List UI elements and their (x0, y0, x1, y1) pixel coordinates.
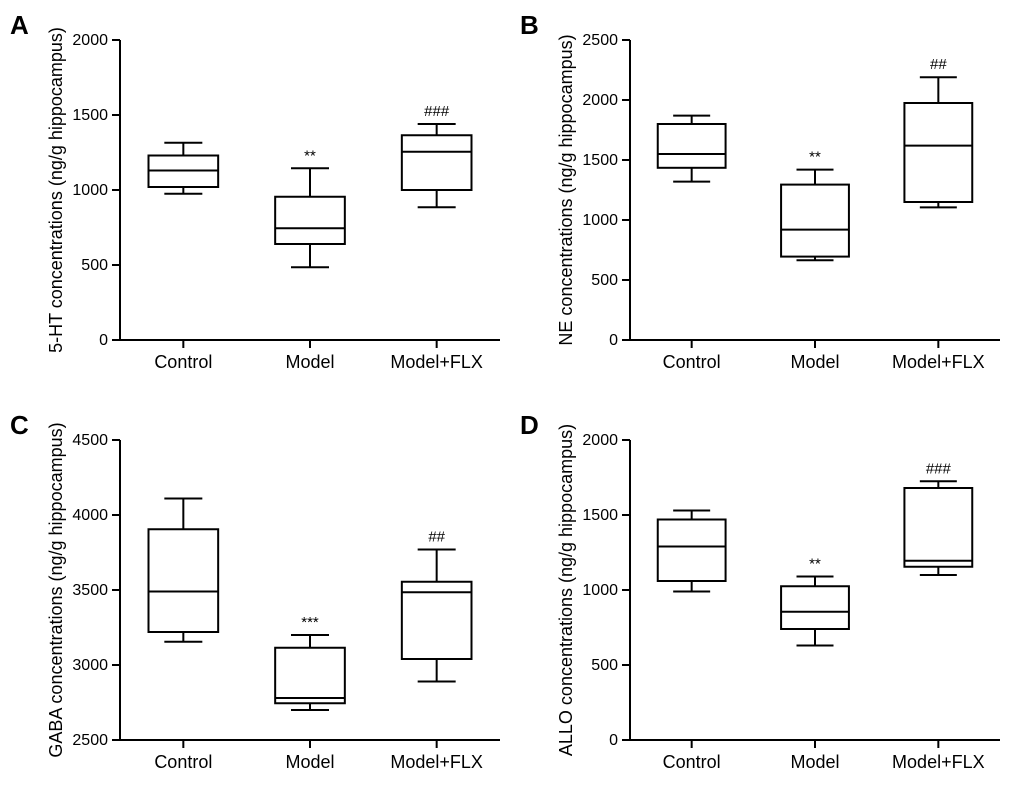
box (402, 582, 472, 659)
y-axis-title: NE concentrations (ng/g hippocampus) (556, 34, 576, 345)
y-tick-label: 1500 (72, 107, 108, 124)
x-category-label: Model+FLX (390, 352, 483, 372)
x-category-label: Model (790, 752, 839, 772)
y-tick-label: 3000 (72, 657, 108, 674)
figure-root: A 0 500 1000 1500 2000 5-HT concentrations (ng… (0, 0, 1020, 805)
x-category-label: Control (663, 752, 721, 772)
box (658, 520, 726, 582)
y-tick-label: 0 (609, 732, 618, 749)
panel-label-A: A (10, 10, 29, 41)
y-axis-title: GABA concentrations (ng/g hippocampus) (46, 422, 66, 757)
y-tick-label: 4000 (72, 507, 108, 524)
y-tick-label: 2500 (582, 32, 618, 49)
panel-label-D: D (520, 410, 539, 441)
panel-A: 0 500 1000 1500 2000 5-HT concentrations (ng/… (40, 10, 510, 395)
significance-label: ** (304, 147, 316, 164)
panel-C: 2500 3000 3500 4000 4500 GABA concentrations … (40, 410, 510, 795)
y-axis-title: 5-HT concentrations (ng/g hippocampus) (46, 27, 66, 353)
y-tick-label: 1000 (582, 212, 618, 229)
y-tick-label: 500 (81, 257, 108, 274)
box (904, 103, 972, 202)
x-category-label: Model (790, 352, 839, 372)
panel-label-C: C (10, 410, 29, 441)
box (781, 185, 849, 257)
box (658, 124, 726, 168)
significance-label: ** (809, 556, 821, 573)
y-tick-label: 0 (99, 332, 108, 349)
significance-label: ## (428, 529, 445, 546)
significance-label: *** (301, 614, 319, 631)
panel-B: 0 500 1000 1500 2000 2500 NE concentrations (n… (550, 10, 1010, 395)
y-tick-label: 1500 (582, 152, 618, 169)
y-tick-label: 2000 (72, 32, 108, 49)
y-tick-label: 1000 (72, 182, 108, 199)
x-category-label: Model+FLX (892, 752, 985, 772)
panel-D: 0 500 1000 1500 2000 ALLO concentrations (ng/… (550, 410, 1010, 795)
box (275, 648, 345, 704)
x-category-label: Control (154, 352, 212, 372)
x-category-label: Model+FLX (390, 752, 483, 772)
box (402, 135, 472, 190)
y-tick-label: 1000 (582, 582, 618, 599)
box (904, 488, 972, 567)
y-tick-label: 4500 (72, 432, 108, 449)
y-tick-label: 0 (609, 332, 618, 349)
y-tick-label: 1500 (582, 507, 618, 524)
y-tick-label: 2500 (72, 732, 108, 749)
box (275, 197, 345, 244)
y-axis-title: ALLO concentrations (ng/g hippocampus) (556, 424, 576, 756)
y-tick-label: 2000 (582, 432, 618, 449)
significance-label: ** (809, 149, 821, 166)
y-tick-label: 500 (591, 657, 618, 674)
box (149, 529, 219, 632)
significance-label: ### (424, 103, 450, 120)
significance-label: ## (930, 56, 947, 73)
y-tick-label: 3500 (72, 582, 108, 599)
y-tick-label: 2000 (582, 92, 618, 109)
box (781, 586, 849, 629)
x-category-label: Model+FLX (892, 352, 985, 372)
significance-label: ### (926, 460, 952, 477)
x-category-label: Control (663, 352, 721, 372)
y-tick-label: 500 (591, 272, 618, 289)
panel-label-B: B (520, 10, 539, 41)
x-category-label: Model (285, 752, 334, 772)
x-category-label: Model (285, 352, 334, 372)
x-category-label: Control (154, 752, 212, 772)
